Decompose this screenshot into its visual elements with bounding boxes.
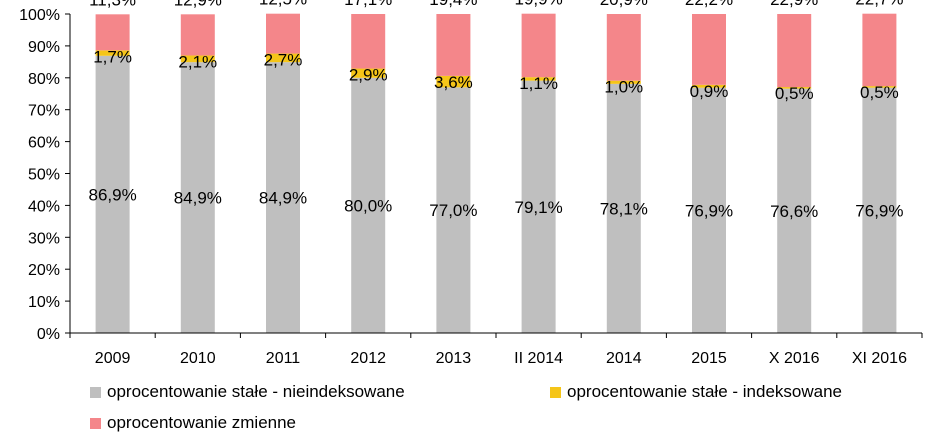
bar-segment	[606, 83, 641, 334]
data-label: 2,1%	[178, 52, 217, 71]
bar-segment	[95, 55, 130, 333]
bar-segment	[180, 55, 215, 63]
legend: oprocentowanie stałe - nieindeksowane opr…	[0, 372, 927, 434]
stacked-bar-chart: 0%10%20%30%40%50%60%70%80%90%100% 2009 20…	[19, 0, 923, 367]
x-axis: 2009 2010 2011 2012 2013 II 2014 2014 2015 X 201…	[69, 332, 923, 367]
x-tick-label: 2011	[266, 350, 301, 367]
x-tick-label: 2014	[606, 350, 642, 367]
y-tick-label: 60%	[28, 135, 60, 152]
bar-segment	[777, 14, 812, 88]
data-label: 77,0%	[429, 201, 477, 220]
y-tick-label: 90%	[28, 39, 60, 56]
y-tick-label: 50%	[28, 167, 60, 184]
x-tick-label: 2013	[436, 350, 472, 367]
x-tick-label: II 2014	[514, 350, 563, 367]
legend-swatch	[550, 386, 561, 398]
bar-segment	[95, 14, 130, 51]
data-label: 84,9%	[259, 189, 307, 208]
legend-label: oprocentowanie zmienne	[107, 413, 297, 432]
bar-segment	[351, 14, 386, 69]
data-label: 80,0%	[344, 196, 392, 215]
legend-item: oprocentowanie stałe - indeksowane	[550, 382, 842, 402]
data-label: 11,3%	[89, 0, 136, 9]
legend-swatch	[90, 417, 101, 429]
y-tick-label: 20%	[28, 262, 60, 279]
bar-segment	[606, 14, 641, 81]
legend-item: oprocentowanie zmienne	[90, 413, 296, 433]
x-tick-label: XI 2016	[852, 350, 907, 367]
data-label: 22,9%	[770, 0, 818, 9]
data-label: 76,9%	[685, 201, 733, 220]
bar-segment	[862, 87, 897, 334]
bar-segment	[436, 14, 471, 76]
x-tick-label: 2009	[95, 350, 131, 367]
bar-segment	[521, 13, 556, 78]
data-label: 0,5%	[860, 83, 899, 102]
y-tick-label: 70%	[28, 103, 60, 120]
data-label: 22,2%	[685, 0, 733, 9]
data-label: 19,9%	[514, 0, 562, 9]
data-label: 1,0%	[604, 78, 643, 97]
data-label: 79,1%	[514, 198, 562, 217]
bar-segment	[692, 14, 726, 85]
x-tick-label: 2015	[691, 350, 727, 367]
data-label: 84,9%	[174, 189, 222, 208]
bar-segment	[777, 87, 812, 89]
data-label: 0,9%	[690, 82, 729, 101]
bar-segment	[351, 68, 386, 78]
data-label: 22,7%	[855, 0, 903, 9]
bar-segment	[436, 87, 471, 334]
data-label: 1,7%	[93, 47, 132, 66]
legend-swatch	[90, 386, 101, 398]
y-tick-label: 0%	[37, 326, 60, 343]
bar-segment	[95, 50, 130, 56]
data-label: 12,9%	[174, 0, 222, 9]
bar-segment	[266, 62, 300, 333]
y-tick-label: 80%	[28, 71, 60, 88]
data-label: 78,1%	[600, 199, 648, 218]
bar-segment	[777, 88, 812, 334]
data-labels-group: 86,9% 1,7% 11,3% 84,9% 2,1% 12,9% 84,9% 2,7% 12,…	[88, 0, 903, 221]
legend-label: oprocentowanie stałe - indeksowane	[567, 382, 843, 401]
bar-segment	[351, 77, 386, 333]
legend-item: oprocentowanie stałe - nieindeksowane	[90, 382, 405, 402]
legend-label: oprocentowanie stałe - nieindeksowane	[107, 382, 405, 401]
bar-segment	[692, 87, 726, 334]
y-tick-label: 10%	[28, 294, 60, 311]
bars-group	[95, 13, 897, 334]
data-label: 12,5%	[259, 0, 307, 9]
data-label: 86,9%	[88, 185, 136, 204]
data-label: 17,1%	[344, 0, 392, 9]
y-tick-label: 30%	[28, 230, 60, 247]
bar-segment	[521, 77, 556, 81]
data-label: 19,4%	[429, 0, 477, 9]
y-tick-label: 40%	[28, 198, 60, 215]
bar-segment	[436, 75, 471, 88]
x-tick-label: X 2016	[769, 350, 820, 367]
bar-segment	[266, 53, 300, 63]
data-label: 76,9%	[855, 201, 903, 220]
x-tick-label: 2012	[350, 350, 386, 367]
bar-segment	[862, 13, 897, 87]
bar-segment	[266, 13, 300, 54]
bar-segment	[692, 84, 726, 88]
data-label: 76,6%	[770, 202, 818, 221]
bar-segment	[862, 86, 897, 88]
data-label: 20,9%	[600, 0, 648, 9]
y-tick-label: 100%	[19, 7, 60, 24]
bar-segment	[180, 14, 215, 56]
y-axis: 0% 10% 20% 30% 40% 50% 60% 70% 80% 90% 100%	[19, 7, 71, 343]
data-label: 2,9%	[349, 66, 388, 85]
data-label: 0,5%	[775, 84, 814, 103]
bar-segment	[521, 80, 556, 334]
bar-segment	[606, 80, 641, 84]
data-label: 1,1%	[519, 74, 558, 93]
x-tick-label: 2010	[180, 350, 216, 367]
bar-segment	[180, 62, 215, 333]
data-label: 3,6%	[434, 73, 473, 92]
data-label: 2,7%	[264, 51, 303, 70]
